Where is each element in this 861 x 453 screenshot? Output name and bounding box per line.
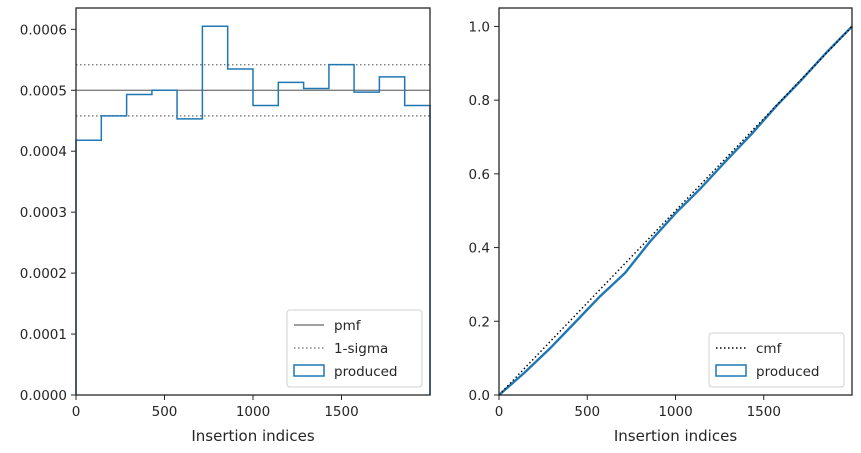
y-tick-label: 0.0 (469, 388, 490, 404)
histogram-step-outline (75, 25, 431, 395)
x-tick-label: 1000 (658, 404, 692, 420)
y-tick-label: 0.2 (469, 314, 490, 330)
histogram-bin-4 (177, 119, 202, 395)
legend-box (286, 309, 423, 388)
histogram-panel: 0 500 1000 1500 0.0000 0.0001 0.0002 0.0003 0.00… (20, 7, 431, 445)
y-tick-label: 1.0 (469, 19, 490, 35)
x-tick-label: 0 (495, 404, 504, 420)
histogram-bin-0 (76, 140, 101, 395)
x-tick-label: 500 (152, 404, 178, 420)
legend-label-cmf: cmf (756, 341, 783, 357)
y-tick-label: 0.0001 (20, 327, 67, 343)
x-axis-label: Insertion indices (614, 427, 737, 445)
y-tick-label: 0.8 (469, 93, 490, 109)
histogram-bin-2 (127, 95, 152, 395)
legend-label-pmf: pmf (334, 318, 362, 334)
x-tick-label: 1500 (324, 404, 358, 420)
y-tick-label: 0.0005 (20, 83, 67, 99)
x-tick-label: 500 (574, 404, 600, 420)
legend: cmf produced (708, 332, 845, 388)
legend-box (708, 332, 845, 388)
histogram-bin-1 (101, 116, 126, 395)
plot-frame (75, 7, 431, 396)
plot-frame (498, 7, 853, 396)
cumulative-panel: 0 500 1000 1500 0.0 0.2 0.4 0.6 0.8 1.0 Insertion … (469, 7, 853, 445)
legend-patch-produced (715, 364, 747, 377)
histogram-bin-5 (202, 26, 227, 395)
y-tick-label: 0.4 (469, 241, 490, 257)
legend-label-produced: produced (334, 364, 398, 380)
y-tick-label: 0.0006 (20, 22, 67, 38)
cmf-line (498, 25, 853, 396)
histogram-bin-3 (152, 90, 177, 395)
x-tick-label: 1500 (747, 404, 781, 420)
y-tick-label: 0.0000 (20, 388, 67, 404)
y-tick-label: 0.0002 (20, 266, 67, 282)
y-tick-label: 0.6 (469, 167, 490, 183)
legend-label-1-sigma: 1-sigma (334, 341, 388, 357)
x-tick-label: 1000 (236, 404, 270, 420)
histogram-bin-7 (253, 106, 278, 395)
x-tick-label: 0 (72, 404, 81, 420)
histogram-bin-6 (228, 69, 253, 395)
legend-patch-produced (293, 364, 325, 377)
y-tick-label: 0.0004 (20, 144, 67, 160)
legend: pmf 1-sigma produced (286, 309, 423, 388)
x-axis-label: Insertion indices (191, 427, 314, 445)
y-tick-label: 0.0003 (20, 205, 67, 221)
legend-label-produced: produced (756, 364, 820, 380)
